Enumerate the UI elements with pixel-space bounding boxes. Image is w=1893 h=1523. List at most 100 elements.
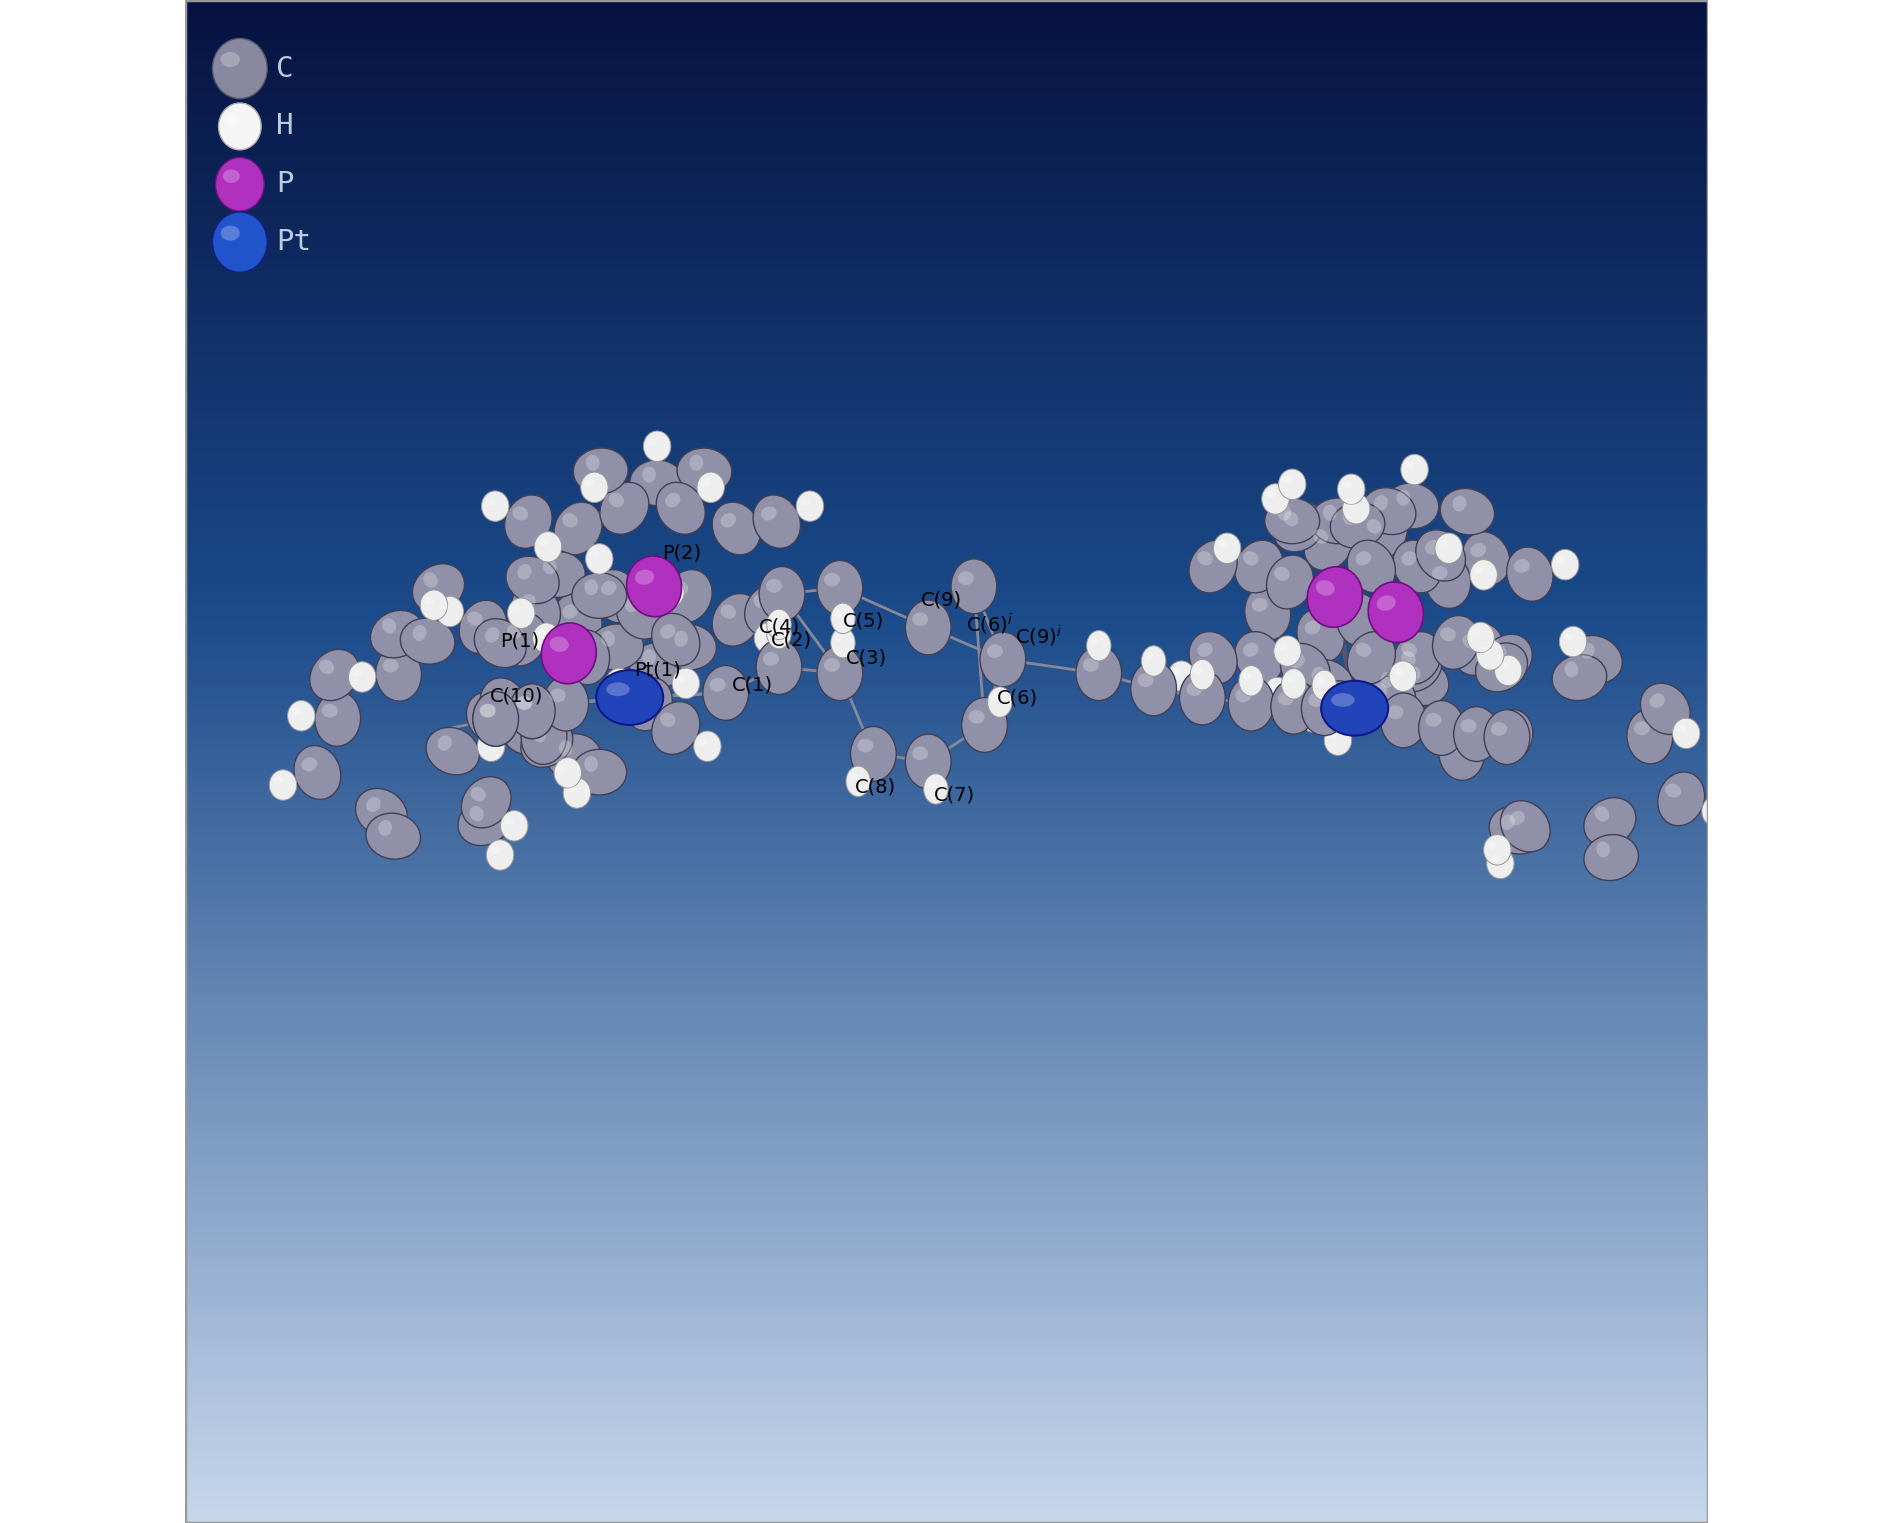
Ellipse shape — [301, 757, 318, 771]
Ellipse shape — [1246, 586, 1291, 640]
Ellipse shape — [1439, 541, 1448, 548]
Ellipse shape — [1168, 661, 1194, 691]
Ellipse shape — [528, 722, 543, 736]
Ellipse shape — [664, 493, 680, 507]
Ellipse shape — [1316, 676, 1325, 685]
Ellipse shape — [1441, 489, 1494, 535]
Ellipse shape — [1312, 670, 1336, 701]
Ellipse shape — [1172, 669, 1181, 676]
Ellipse shape — [1514, 559, 1530, 573]
Ellipse shape — [1346, 501, 1355, 509]
Ellipse shape — [530, 551, 585, 597]
Ellipse shape — [1492, 722, 1507, 736]
Ellipse shape — [505, 556, 558, 603]
Ellipse shape — [1278, 469, 1306, 500]
Ellipse shape — [721, 513, 736, 527]
Ellipse shape — [642, 649, 657, 666]
Ellipse shape — [753, 623, 782, 653]
Ellipse shape — [1297, 609, 1344, 663]
Ellipse shape — [1278, 691, 1293, 705]
Ellipse shape — [498, 702, 547, 754]
Ellipse shape — [585, 478, 594, 486]
Ellipse shape — [1369, 582, 1424, 643]
Ellipse shape — [1560, 626, 1586, 656]
Ellipse shape — [1323, 504, 1336, 521]
Ellipse shape — [1323, 687, 1336, 704]
Ellipse shape — [1312, 667, 1325, 682]
Ellipse shape — [912, 746, 928, 760]
Ellipse shape — [651, 702, 700, 754]
Ellipse shape — [1463, 532, 1511, 585]
Ellipse shape — [1300, 702, 1327, 733]
Ellipse shape — [1431, 567, 1448, 580]
Ellipse shape — [801, 498, 810, 506]
Ellipse shape — [663, 624, 716, 670]
Ellipse shape — [1626, 710, 1673, 765]
Ellipse shape — [581, 472, 608, 503]
Ellipse shape — [1641, 684, 1690, 734]
Ellipse shape — [1569, 635, 1622, 682]
Ellipse shape — [699, 739, 708, 746]
Ellipse shape — [1552, 655, 1607, 701]
Ellipse shape — [1274, 503, 1325, 551]
Ellipse shape — [1666, 784, 1681, 798]
Ellipse shape — [585, 579, 598, 595]
Ellipse shape — [1581, 643, 1594, 659]
Ellipse shape — [644, 431, 670, 461]
Ellipse shape — [678, 448, 733, 493]
Ellipse shape — [532, 726, 545, 742]
Ellipse shape — [348, 661, 377, 691]
Ellipse shape — [1348, 632, 1395, 684]
Ellipse shape — [1397, 490, 1410, 506]
Ellipse shape — [1461, 719, 1477, 733]
Ellipse shape — [382, 658, 399, 673]
Ellipse shape — [558, 765, 568, 772]
Ellipse shape — [471, 787, 487, 801]
Ellipse shape — [823, 573, 840, 586]
Ellipse shape — [225, 114, 240, 125]
Text: C(4): C(4) — [759, 618, 801, 637]
Ellipse shape — [507, 624, 522, 638]
Ellipse shape — [1482, 634, 1531, 685]
Ellipse shape — [481, 490, 509, 521]
Ellipse shape — [1507, 547, 1552, 602]
Ellipse shape — [1475, 567, 1484, 574]
Ellipse shape — [1342, 509, 1357, 525]
Ellipse shape — [1441, 627, 1456, 641]
Ellipse shape — [365, 797, 380, 812]
Ellipse shape — [602, 631, 615, 647]
Ellipse shape — [1274, 635, 1300, 666]
Ellipse shape — [676, 675, 685, 682]
Ellipse shape — [1325, 725, 1352, 755]
Ellipse shape — [761, 506, 776, 521]
Text: Pt(1): Pt(1) — [634, 661, 681, 679]
Ellipse shape — [352, 669, 362, 676]
Ellipse shape — [1388, 705, 1403, 719]
Ellipse shape — [1179, 670, 1225, 725]
Ellipse shape — [481, 739, 490, 746]
Ellipse shape — [1393, 541, 1441, 592]
Ellipse shape — [477, 731, 505, 762]
Ellipse shape — [1361, 676, 1416, 722]
Ellipse shape — [507, 599, 536, 629]
Ellipse shape — [399, 618, 454, 664]
Ellipse shape — [969, 710, 984, 723]
Ellipse shape — [767, 579, 782, 592]
Text: C(5): C(5) — [842, 612, 884, 631]
Ellipse shape — [689, 455, 704, 471]
Ellipse shape — [221, 52, 240, 67]
Ellipse shape — [365, 813, 420, 859]
Ellipse shape — [1194, 667, 1202, 673]
Ellipse shape — [538, 539, 547, 547]
Ellipse shape — [1278, 687, 1291, 704]
Ellipse shape — [753, 594, 769, 609]
Ellipse shape — [314, 691, 360, 746]
Ellipse shape — [589, 624, 644, 670]
Ellipse shape — [1145, 652, 1153, 661]
Ellipse shape — [1403, 710, 1412, 717]
Ellipse shape — [216, 157, 265, 212]
Ellipse shape — [1401, 454, 1427, 484]
Ellipse shape — [574, 448, 628, 493]
Ellipse shape — [1289, 653, 1304, 669]
Ellipse shape — [1374, 682, 1388, 699]
